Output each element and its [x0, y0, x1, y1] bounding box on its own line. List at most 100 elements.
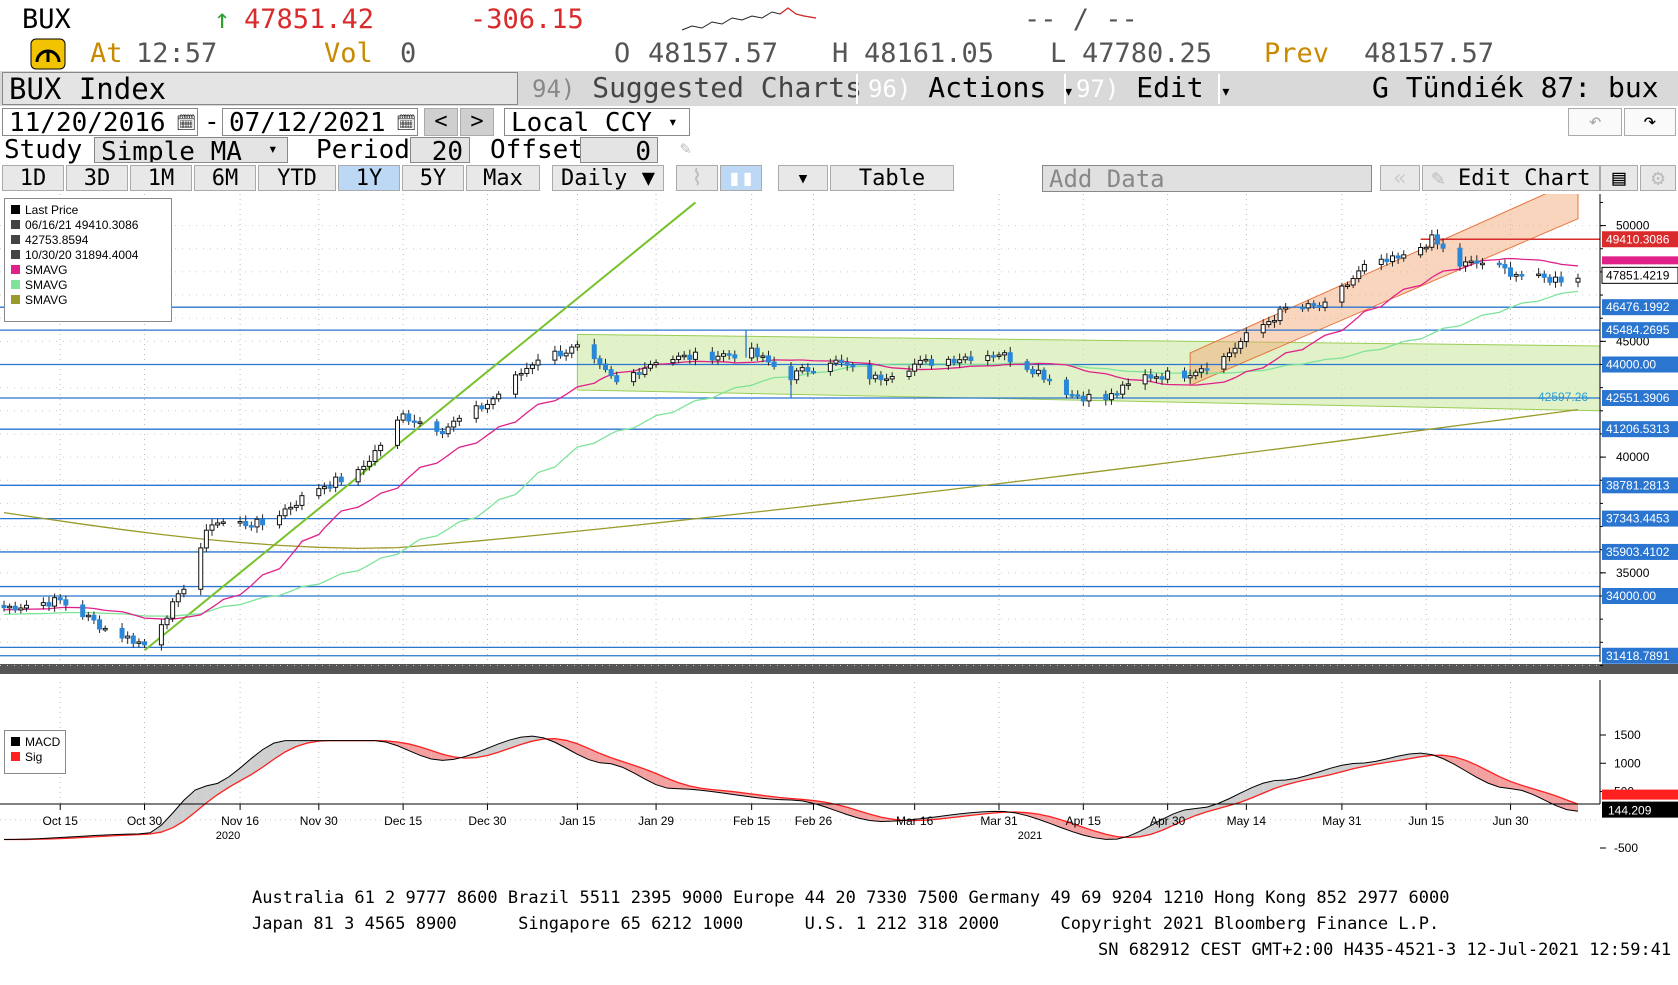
add-data-field[interactable]: Add Data — [1042, 165, 1372, 192]
legend-item: SMAVG — [11, 263, 165, 278]
pencil-icon[interactable]: ✎ — [680, 138, 691, 159]
macd-fill — [431, 750, 443, 761]
clock-gauge-icon[interactable] — [30, 38, 66, 70]
macd-fill — [588, 748, 600, 763]
x-tick-label: Feb 26 — [795, 814, 833, 828]
redo-icon[interactable]: ↷ — [1624, 108, 1676, 136]
macd-fill — [442, 754, 454, 761]
price-chart[interactable]: 5000045000400003500049410.308647851.4219… — [0, 194, 1678, 888]
y-tick-label: 40000 — [1616, 450, 1650, 464]
candle-body — [827, 362, 833, 372]
legend-swatch — [11, 737, 20, 746]
period-button-1m[interactable]: 1M — [130, 165, 192, 191]
security-field[interactable]: BUX Index — [2, 72, 518, 105]
start-date-field[interactable]: 11/20/2016 — [2, 108, 198, 136]
candle-body — [406, 413, 412, 422]
macd-fill — [1443, 755, 1455, 765]
candle-body — [687, 354, 693, 360]
period-button-max[interactable]: Max — [466, 165, 540, 191]
level-tag — [1602, 510, 1678, 527]
candle-body — [1007, 352, 1013, 363]
x-tick-label: Mar 31 — [980, 814, 1018, 828]
period-button-1d[interactable]: 1D — [2, 165, 64, 191]
suggested-charts-menu[interactable]: 94) Suggested Charts — [532, 72, 862, 105]
table-button[interactable]: Table — [830, 165, 954, 191]
chart-settings-icon[interactable]: ▤ — [1600, 165, 1638, 191]
level-tag-label: 46476.1992 — [1606, 300, 1670, 314]
candle-body — [996, 354, 1002, 357]
legend-label: SMAVG — [25, 293, 68, 307]
chevron-down-icon: ▼ — [641, 166, 655, 191]
line-chart-icon[interactable]: ⌇ — [676, 165, 718, 191]
prev-range-button[interactable]: < — [424, 108, 458, 136]
period-button-1y[interactable]: 1Y — [338, 165, 400, 191]
macd-fill — [1510, 781, 1522, 791]
collapse-icon[interactable]: « — [1380, 165, 1420, 191]
candle-body — [12, 605, 18, 611]
macd-fill — [251, 749, 263, 775]
currency-value: Local CCY — [511, 108, 652, 136]
candle-body — [1474, 260, 1480, 264]
candle-body — [1316, 305, 1322, 308]
chevron-down-icon[interactable]: ▾ — [668, 112, 678, 131]
candle-body — [715, 355, 721, 361]
x-tick-label: May 31 — [1322, 814, 1362, 828]
legend-swatch — [11, 205, 20, 214]
frequency-select[interactable]: Daily ▼ — [552, 165, 664, 191]
period-button-3d[interactable]: 3D — [66, 165, 128, 191]
macd-fill — [1296, 775, 1309, 782]
legend-item: 42753.8594 — [11, 233, 165, 248]
level-tag — [1601, 266, 1678, 284]
legend-label: MACD — [25, 735, 61, 749]
currency-select[interactable]: Local CCY — [504, 108, 690, 136]
macd-fill — [217, 776, 229, 795]
sma200-line — [3, 408, 1579, 550]
candle-body — [378, 444, 384, 452]
period-field[interactable]: 20 — [410, 137, 470, 163]
calendar-icon[interactable]: 🗓 — [396, 113, 417, 132]
next-range-button[interactable]: > — [460, 108, 494, 136]
legend-swatch — [11, 220, 20, 229]
chevron-down-icon: ▾ — [1063, 81, 1074, 102]
study-value: Simple MA — [101, 137, 242, 163]
year-label: 2020 — [216, 830, 240, 842]
candle-body — [158, 624, 164, 646]
candle-body — [23, 604, 29, 609]
candle-body — [1120, 384, 1126, 395]
chevron-down-icon[interactable]: ▾ — [268, 139, 278, 158]
chart-type-dropdown[interactable]: ▾ — [778, 165, 828, 191]
candle-chart-icon[interactable]: ▮▮ — [720, 165, 762, 191]
undo-icon[interactable]: ↶ — [1568, 108, 1622, 136]
period-button-ytd[interactable]: YTD — [258, 165, 336, 191]
edit-menu[interactable]: 97) Edit ▾ — [1076, 72, 1231, 108]
macd-line — [3, 735, 1579, 841]
actions-menu[interactable]: 96) Actions ▾ — [868, 72, 1074, 108]
candle-body — [1260, 324, 1266, 334]
candle-body — [130, 635, 136, 644]
candle-body — [923, 358, 929, 362]
start-date: 11/20/2016 — [9, 108, 166, 136]
suggested-num: 94) — [532, 75, 576, 103]
candle-body — [906, 370, 912, 378]
candle-body — [524, 367, 530, 374]
study-select[interactable]: Simple MA — [94, 137, 288, 163]
calendar-icon[interactable]: 🗓 — [176, 113, 197, 132]
candle-body — [839, 359, 845, 364]
edit-label: Edit — [1136, 71, 1204, 104]
period-button-5y[interactable]: 5Y — [402, 165, 464, 191]
level-tag-label: 45484.2695 — [1606, 323, 1670, 337]
candle-body — [535, 359, 541, 366]
candle-body — [260, 518, 266, 526]
period-button-6m[interactable]: 6M — [194, 165, 256, 191]
macd-fill — [172, 800, 184, 828]
offset-field[interactable]: 0 — [580, 137, 658, 163]
candle-body — [1356, 270, 1362, 280]
edit-chart-button[interactable]: ✎ Edit Chart — [1422, 165, 1600, 191]
macd-fill — [678, 782, 690, 790]
gear-icon[interactable]: ⚙ — [1640, 165, 1676, 191]
legend-item: MACD — [11, 735, 61, 750]
end-date-field[interactable]: 07/12/2021 — [222, 108, 418, 136]
candle-body — [754, 347, 760, 358]
candle-body — [7, 605, 13, 609]
candle-body — [1047, 378, 1053, 382]
